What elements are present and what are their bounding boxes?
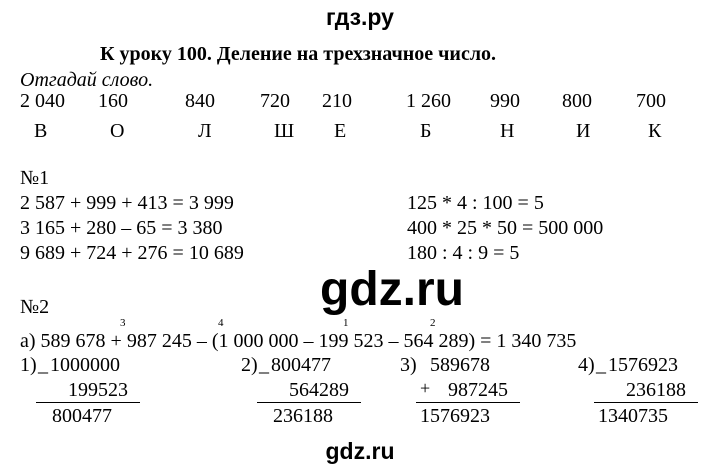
minus-sign: _ xyxy=(259,354,269,376)
riddle-number: 720 xyxy=(260,90,290,112)
riddle-number: 700 xyxy=(636,90,666,112)
result: 1340735 xyxy=(598,405,668,427)
result: 800477 xyxy=(52,405,112,427)
watermark: gdz.ru xyxy=(320,263,464,316)
order-mark: 2 xyxy=(430,317,436,329)
equation: 3 165 + 280 – 65 = 3 380 xyxy=(20,217,223,239)
riddle-number: 2 040 xyxy=(20,90,65,112)
page-title: К уроку 100. Деление на трехзначное числ… xyxy=(100,43,497,65)
subtrahend: 987245 xyxy=(448,379,508,401)
column-number: 1) xyxy=(20,354,37,376)
order-mark: 1 xyxy=(343,317,349,329)
riddle-letter: Н xyxy=(500,120,515,142)
result-line xyxy=(594,402,698,403)
riddle-letter: К xyxy=(648,120,662,142)
minuend: 800477 xyxy=(271,354,331,376)
result: 236188 xyxy=(273,405,333,427)
minus-sign: _ xyxy=(38,354,48,376)
subtrahend: 236188 xyxy=(626,379,686,401)
subtrahend: 199523 xyxy=(68,379,128,401)
addend: 589678 xyxy=(430,354,490,376)
equation: 2 587 + 999 + 413 = 3 999 xyxy=(20,192,234,214)
riddle-instruction: Отгадай слово. xyxy=(20,69,154,91)
column-number: 4) xyxy=(578,354,595,376)
order-mark: 4 xyxy=(218,317,224,329)
minuend: 1576923 xyxy=(608,354,678,376)
equation: 400 * 25 * 50 = 500 000 xyxy=(407,217,604,239)
riddle-number: 800 xyxy=(562,90,592,112)
minuend: 1000000 xyxy=(50,354,120,376)
result-line xyxy=(36,402,140,403)
riddle-letter: В xyxy=(34,120,48,142)
equation: 180 : 4 : 9 = 5 xyxy=(407,242,520,264)
subtrahend: 564289 xyxy=(289,379,349,401)
riddle-letter: Е xyxy=(334,120,347,142)
task2-expression: а) 589 678 + 987 245 – (1 000 000 – 199 … xyxy=(20,330,577,352)
riddle-letter: Л xyxy=(198,120,212,142)
column-number: 2) xyxy=(241,354,258,376)
result-line xyxy=(416,402,520,403)
riddle-letter: О xyxy=(110,120,125,142)
result-line xyxy=(257,402,361,403)
riddle-letter: И xyxy=(576,120,591,142)
site-header: гдз.ру xyxy=(326,4,394,30)
riddle-letter: Б xyxy=(420,120,432,142)
column-number: 3) xyxy=(400,354,417,376)
riddle-number: 160 xyxy=(98,90,128,112)
riddle-number: 210 xyxy=(322,90,352,112)
riddle-number: 1 260 xyxy=(406,90,451,112)
riddle-letter: Ш xyxy=(274,120,295,142)
minus-sign: _ xyxy=(596,354,606,376)
footer-watermark: gdz.ru xyxy=(325,438,395,464)
equation: 9 689 + 724 + 276 = 10 689 xyxy=(20,242,244,264)
order-mark: 3 xyxy=(120,317,126,329)
riddle-number: 990 xyxy=(490,90,520,112)
task2-label: №2 xyxy=(20,296,50,318)
task1-label: №1 xyxy=(20,167,50,189)
riddle-number: 840 xyxy=(185,90,215,112)
result: 1576923 xyxy=(420,405,490,427)
plus-sign: + xyxy=(420,378,431,398)
equation: 125 * 4 : 100 = 5 xyxy=(407,192,544,214)
